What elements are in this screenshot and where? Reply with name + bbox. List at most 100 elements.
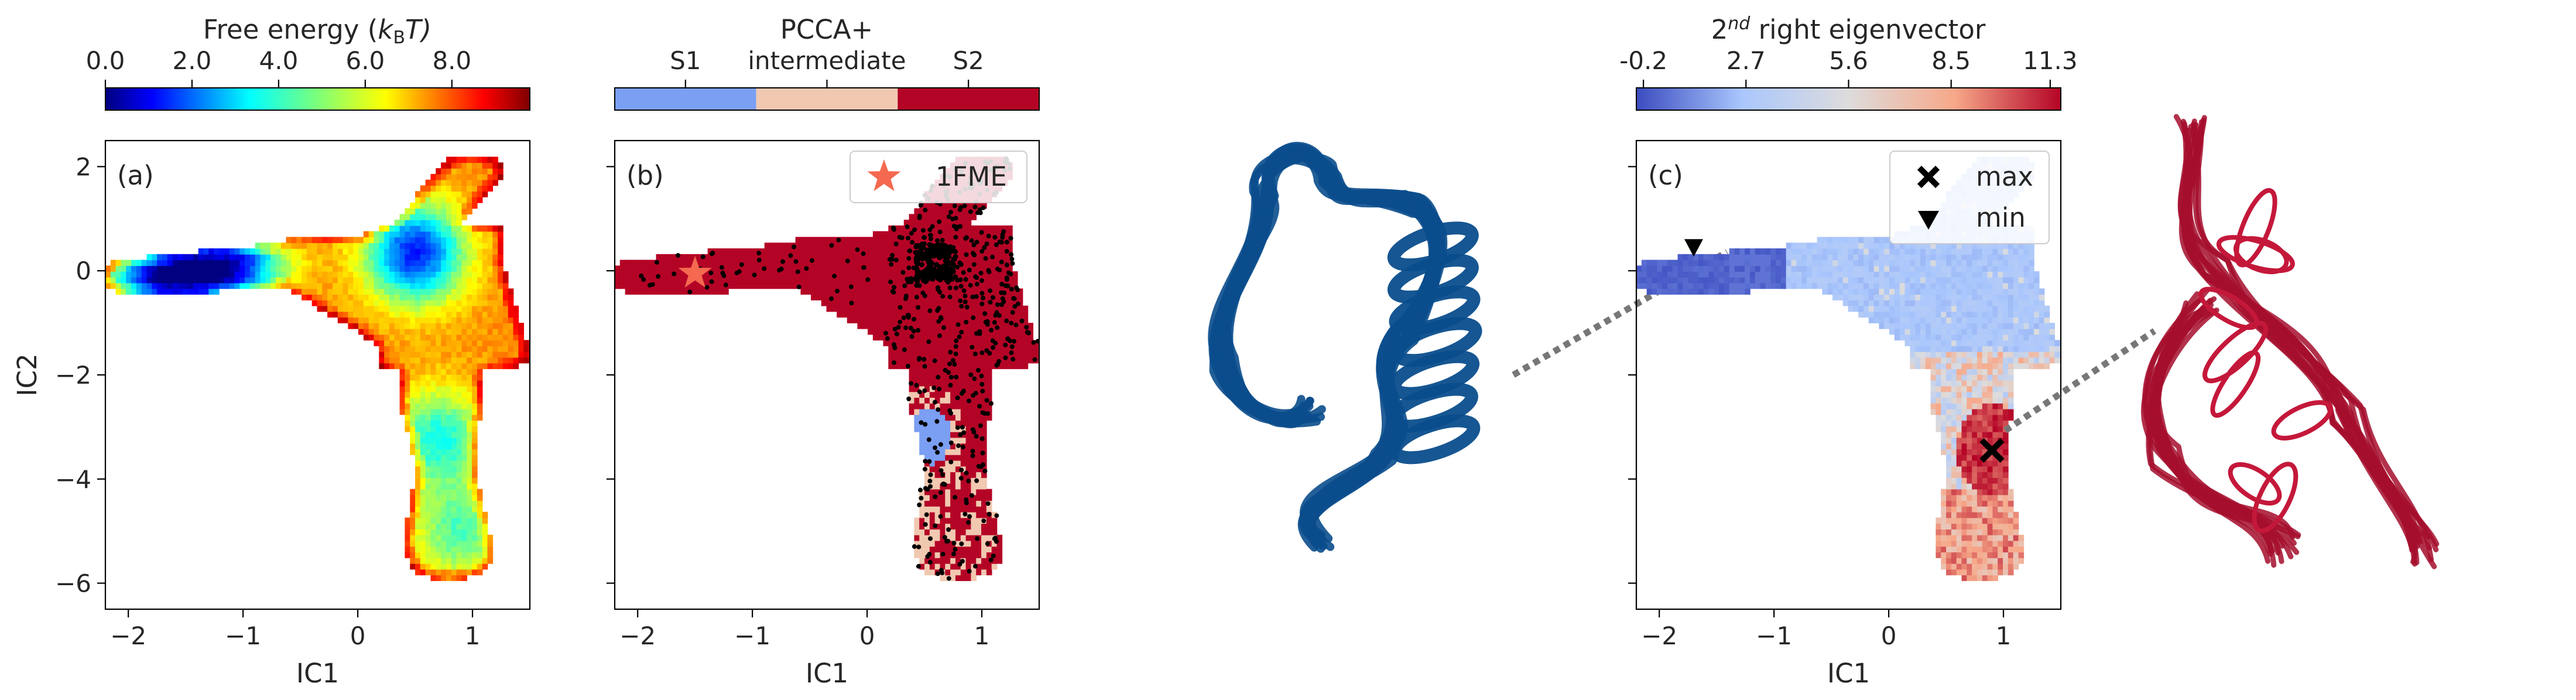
state-cell — [707, 288, 714, 295]
sample-point — [979, 230, 984, 235]
state-cell — [785, 243, 791, 249]
state-cell — [868, 254, 873, 261]
heatmap-cell — [420, 231, 426, 238]
heatmap-cell — [456, 385, 463, 392]
heatmap-cell — [394, 248, 400, 255]
eigenvector-cell — [1873, 300, 1880, 306]
sample-point — [970, 344, 975, 350]
state-cell — [754, 282, 760, 289]
heatmap-cell — [430, 340, 437, 347]
eigenvector-cell — [1641, 271, 1647, 278]
eigenvector-cell — [1837, 282, 1844, 289]
heatmap-cell — [441, 276, 447, 284]
sample-point — [958, 224, 963, 229]
state-cell — [940, 511, 946, 518]
heatmap-cell — [296, 288, 302, 295]
state-cell — [996, 323, 1003, 329]
heatmap-cell — [384, 254, 390, 261]
eigenvector-cell — [1827, 243, 1833, 249]
state-cell — [811, 282, 817, 289]
state-cell — [945, 305, 951, 312]
heatmap-cell — [188, 259, 194, 267]
sample-point — [907, 248, 913, 254]
sample-point — [970, 453, 975, 459]
state-cell — [1012, 300, 1018, 306]
state-cell — [909, 288, 915, 295]
state-cell — [960, 276, 967, 284]
state-cell — [981, 391, 987, 398]
heatmap-cell — [291, 276, 297, 284]
heatmap-cell — [461, 472, 468, 478]
state-cell — [1002, 271, 1008, 278]
heatmap-cell — [280, 254, 287, 261]
heatmap-cell — [436, 259, 441, 267]
eigenvector-cell — [1868, 243, 1875, 249]
eigenvector-cell — [1832, 248, 1838, 255]
heatmap-cell — [461, 397, 468, 404]
eigenvector-cell — [1832, 288, 1838, 295]
heatmap-cell — [436, 254, 441, 261]
heatmap-cell — [105, 271, 111, 278]
heatmap-cell — [353, 237, 359, 244]
state-cell — [981, 271, 987, 278]
state-cell — [934, 489, 941, 496]
heatmap-cell — [399, 374, 406, 381]
sample-point — [944, 539, 949, 544]
sample-point — [927, 559, 933, 565]
state-cell — [955, 506, 961, 513]
heatmap-cell — [291, 243, 297, 249]
heatmap-cell — [446, 511, 452, 518]
state-cell — [955, 569, 961, 576]
heatmap-cell — [451, 380, 457, 387]
state-cell — [971, 265, 977, 272]
heatmap-cell — [229, 271, 235, 278]
state-cell — [857, 243, 864, 249]
heatmap-cell — [456, 300, 463, 306]
state-cell — [893, 254, 899, 261]
heatmap-cell — [157, 259, 163, 267]
heatmap-cell — [136, 259, 142, 267]
state-cell — [811, 248, 817, 255]
heatmap-cell — [121, 282, 127, 289]
state-cell — [1007, 265, 1013, 272]
state-cell — [847, 243, 853, 249]
heatmap-cell — [477, 414, 483, 421]
state-cell — [888, 311, 894, 318]
heatmap-cell — [348, 243, 354, 249]
state-cell — [718, 248, 724, 255]
sample-point — [994, 242, 999, 247]
sample-point — [946, 370, 951, 375]
heatmap-cell — [291, 288, 297, 295]
heatmap-cell — [193, 265, 199, 272]
heatmap-cell — [472, 391, 478, 398]
heatmap-cell — [461, 191, 468, 197]
state-cell — [914, 363, 920, 370]
heatmap-cell — [218, 248, 225, 255]
eigenvector-cell — [1657, 288, 1663, 295]
heatmap-cell — [280, 248, 287, 255]
heatmap-cell — [467, 569, 472, 576]
eigenvector-cell — [1817, 243, 1823, 249]
heatmap-cell — [467, 466, 472, 473]
sample-point — [936, 254, 942, 260]
state-cell — [883, 288, 889, 295]
colorbar-category-label: intermediate — [748, 46, 906, 75]
state-cell — [1007, 259, 1013, 267]
sample-point — [922, 466, 927, 472]
state-cell — [712, 248, 719, 255]
state-cell — [960, 552, 967, 558]
heatmap-cell — [358, 305, 364, 312]
eigenvector-cell — [1848, 248, 1854, 255]
sample-point — [849, 301, 854, 306]
state-cell — [1017, 334, 1023, 341]
state-cell — [924, 506, 930, 513]
heatmap-cell — [420, 191, 426, 197]
heatmap-cell — [291, 282, 297, 289]
heatmap-cell — [172, 288, 179, 295]
heatmap-cell — [436, 173, 441, 180]
heatmap-cell — [198, 271, 204, 278]
eigenvector-cell — [1842, 259, 1849, 267]
state-cell — [666, 254, 672, 261]
heatmap-cell — [183, 276, 189, 284]
heatmap-cell — [342, 276, 349, 284]
